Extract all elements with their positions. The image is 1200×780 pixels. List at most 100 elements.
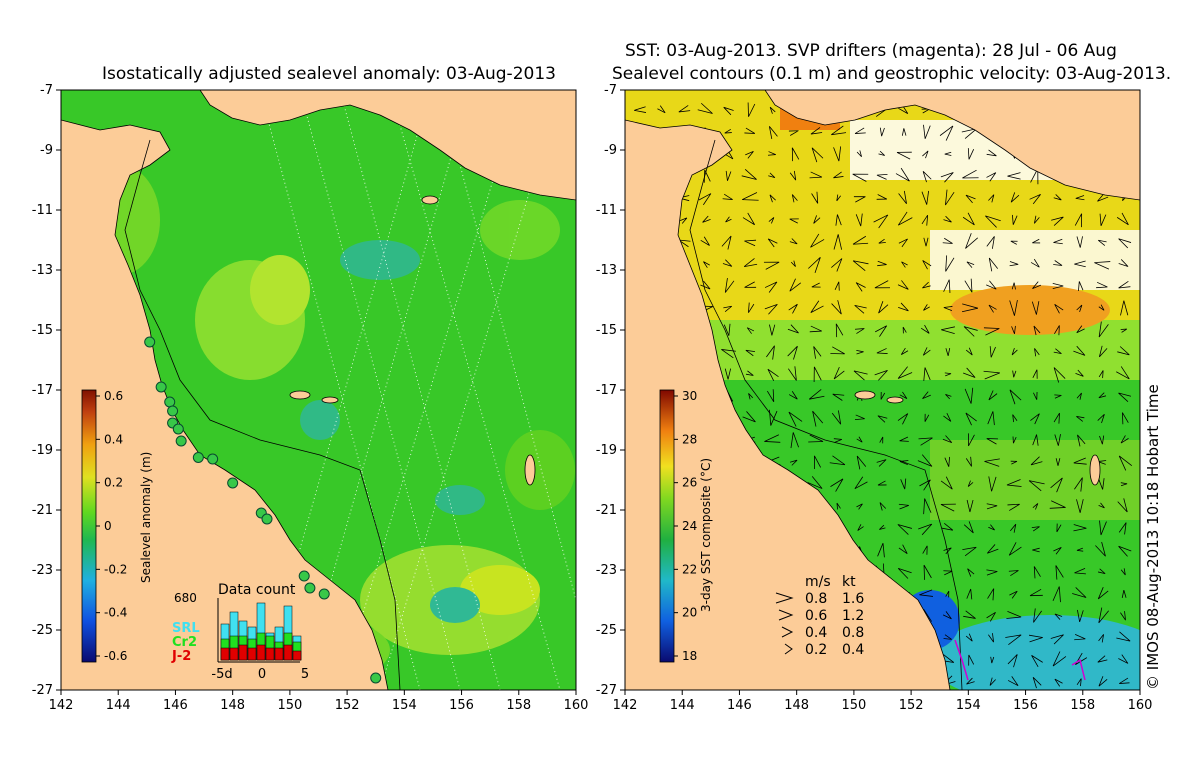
velocity-vector — [808, 257, 821, 273]
data-count-bar-j-2 — [256, 644, 266, 661]
velocity-vector — [852, 173, 869, 182]
data-count-x-tick: 0 — [258, 667, 266, 682]
left-colorbar-tick-label: 0.6 — [104, 389, 123, 403]
velocity-vector — [1032, 369, 1038, 379]
velocity-vector — [768, 172, 776, 179]
right-lat-tick-label: -7 — [604, 83, 617, 98]
velocity-vector — [1076, 304, 1083, 312]
data-count-bar-j-2 — [220, 647, 230, 661]
velocity-vector — [1120, 300, 1129, 316]
velocity-vector — [790, 260, 796, 267]
right-lon-tick-label: 160 — [1128, 698, 1153, 713]
velocity-vector — [1098, 607, 1109, 624]
velocity-vector — [1054, 678, 1063, 687]
right-lat-tick-label: -27 — [596, 683, 617, 698]
left-shelf-contour — [124, 139, 401, 690]
right-map — [625, 90, 1140, 690]
velocity-vector — [922, 545, 928, 555]
velocity-legend-kt-value: 1.6 — [842, 591, 864, 607]
velocity-vector — [853, 370, 868, 381]
velocity-vector — [831, 410, 842, 425]
velocity-vector — [987, 588, 995, 601]
left-colorbar-tick-label: -0.6 — [104, 649, 127, 663]
velocity-vector — [747, 102, 756, 117]
velocity-vector — [943, 279, 951, 293]
velocity-vector — [988, 476, 997, 492]
velocity-vector — [721, 349, 736, 359]
velocity-vector — [897, 280, 909, 290]
velocity-vector — [1099, 213, 1107, 227]
velocity-vector — [1028, 634, 1043, 643]
left-lon-tick-label: 150 — [277, 698, 302, 713]
velocity-vector — [1118, 455, 1133, 471]
right-drifter-track — [954, 639, 1086, 681]
velocity-vector — [944, 372, 952, 377]
velocity-vector — [941, 326, 955, 334]
data-count-legend-j-2: J-2 — [171, 649, 191, 664]
velocity-vector — [919, 479, 931, 491]
velocity-vector — [789, 170, 797, 181]
velocity-vector — [1054, 613, 1063, 620]
velocity-vector — [769, 324, 776, 336]
velocity-vector — [769, 106, 776, 114]
data-count-bar-j-2 — [292, 650, 302, 661]
velocity-vector — [942, 611, 952, 620]
velocity-vector — [943, 570, 953, 576]
velocity-vector — [966, 588, 973, 600]
velocity-vector — [1075, 652, 1088, 665]
velocity-vector — [1097, 192, 1109, 202]
left-lat-tick-label: -23 — [32, 563, 53, 578]
velocity-legend-header-ms: m/s — [805, 574, 831, 590]
velocity-vector — [1011, 325, 1016, 334]
velocity-vector — [787, 345, 798, 360]
velocity-vector — [790, 432, 799, 449]
velocity-vector — [810, 127, 823, 135]
velocity-vector — [812, 410, 824, 427]
velocity-vector — [788, 411, 803, 427]
velocity-vector — [962, 212, 975, 226]
velocity-vector — [986, 172, 997, 182]
right-sst-lightgreen — [930, 440, 1140, 520]
velocity-vector — [1010, 460, 1018, 465]
velocity-vector — [725, 216, 732, 223]
velocity-vector — [745, 151, 754, 159]
velocity-vector — [942, 237, 953, 244]
velocity-vector — [1011, 282, 1016, 290]
velocity-vector — [923, 367, 931, 381]
velocity-vector — [698, 193, 712, 206]
velocity-vector — [742, 411, 756, 423]
velocity-vector — [876, 459, 887, 467]
velocity-vector — [945, 393, 952, 400]
velocity-vector — [1030, 456, 1043, 466]
velocity-vector — [1029, 194, 1041, 205]
velocity-legend: m/s kt 0.8 1.60.6 1.20.4 0.80.2 0.4 — [775, 574, 864, 658]
velocity-vector — [965, 347, 973, 356]
velocity-vector — [876, 348, 888, 354]
velocity-vector — [832, 393, 845, 401]
velocity-vector — [836, 502, 841, 510]
velocity-vector — [923, 304, 930, 311]
velocity-vector — [766, 345, 775, 360]
left-lat-tick-label: -17 — [32, 383, 53, 398]
right-sst-cool-south — [930, 615, 1140, 690]
velocity-vector — [1076, 416, 1085, 422]
velocity-vector — [986, 438, 998, 445]
velocity-vector — [877, 415, 888, 423]
velocity-vector — [834, 281, 840, 291]
velocity-vector — [1075, 369, 1084, 377]
velocity-vector — [879, 524, 886, 530]
velocity-vector — [743, 258, 758, 268]
velocity-vector — [789, 278, 802, 292]
velocity-vector — [1052, 651, 1067, 667]
right-colorbar-tick-label: 24 — [682, 519, 697, 533]
velocity-vector — [963, 610, 976, 619]
velocity-vector — [940, 172, 954, 183]
velocity-vector — [942, 435, 953, 443]
left-colorbar-tick-label: -0.2 — [104, 562, 127, 576]
velocity-vector — [1116, 366, 1130, 380]
velocity-vector — [764, 281, 778, 293]
velocity-vector — [1118, 654, 1129, 664]
velocity-vector — [983, 370, 1000, 380]
velocity-vector — [1076, 236, 1083, 248]
